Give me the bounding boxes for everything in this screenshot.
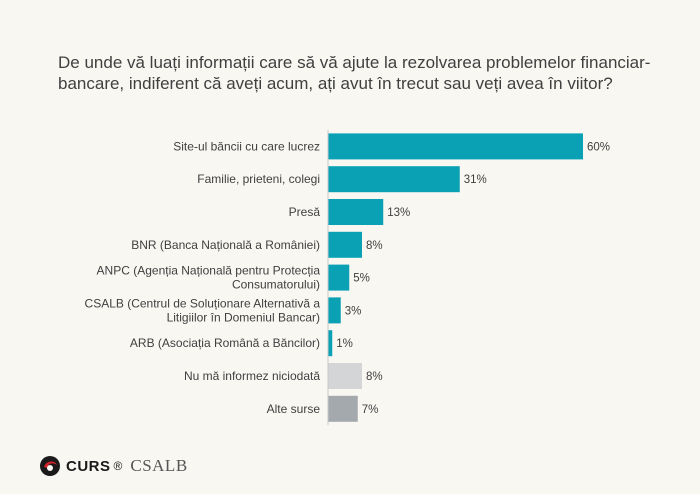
category-label: Alte surse <box>267 402 321 416</box>
category-label: Nu mă informez niciodată <box>184 369 320 383</box>
registered-mark: ® <box>113 459 123 473</box>
value-label: 5% <box>353 273 370 285</box>
curs-logo: CURS ® <box>38 454 130 478</box>
bar <box>328 166 460 193</box>
category-label: ANPC (Agenția Națională pentru Protecția… <box>97 264 321 292</box>
bar <box>328 330 333 357</box>
category-label: Presă <box>289 205 321 219</box>
category-label: CSALB (Centrul de Soluționare Alternativ… <box>85 296 321 324</box>
curs-swirl-icon <box>40 456 60 476</box>
curs-logo-text: CURS <box>66 457 111 475</box>
value-label: 1% <box>336 338 353 350</box>
category-label: BNR (Banca Națională a României) <box>131 238 320 252</box>
bar <box>328 264 350 291</box>
value-label: 3% <box>345 305 362 317</box>
value-label: 13% <box>387 207 410 219</box>
bar <box>328 395 358 422</box>
bar <box>328 363 362 389</box>
category-label: Familie, prieteni, colegi <box>197 172 320 186</box>
chart-title: De unde vă luați informații care să vă a… <box>58 53 651 93</box>
footer-logos: CURS ® CSALB <box>38 452 188 480</box>
category-label: ARB (Asociația Română a Băncilor) <box>130 336 320 350</box>
value-label: 31% <box>464 174 487 186</box>
value-label: 8% <box>366 371 383 383</box>
bar <box>328 133 583 160</box>
value-label: 8% <box>366 240 383 252</box>
bar <box>328 297 341 324</box>
value-label: 60% <box>587 141 610 153</box>
bar <box>328 231 362 258</box>
csalb-logo: CSALB <box>130 456 188 475</box>
value-label: 7% <box>362 404 379 416</box>
bar <box>328 199 384 225</box>
category-label: Site-ul băncii cu care lucrez <box>173 139 320 153</box>
